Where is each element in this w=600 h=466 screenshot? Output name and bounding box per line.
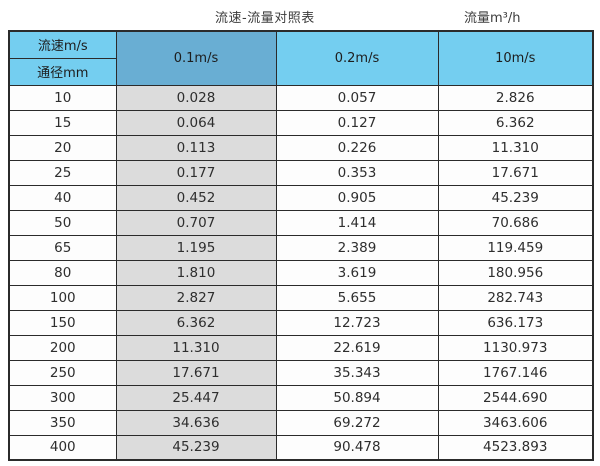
flow-0_2ms-cell: 0.057 — [275, 84, 439, 111]
table-row: 40 0.452 0.905 45.239 — [8, 184, 594, 211]
diameter-cell: 250 — [8, 359, 117, 386]
flow-0_2ms-cell: 22.619 — [275, 334, 439, 361]
flow-10ms-cell: 17.671 — [437, 159, 594, 186]
column-header-0_1ms: 0.1m/s — [115, 30, 277, 86]
diameter-cell: 200 — [8, 334, 117, 361]
diameter-cell: 350 — [8, 409, 117, 436]
header-row-top: 流速m/s 0.1m/s 0.2m/s 10m/s — [8, 30, 594, 86]
flow-10ms-cell: 11.310 — [437, 134, 594, 161]
table-row: 80 1.810 3.619 180.956 — [8, 259, 594, 286]
flow-0_1ms-cell: 0.707 — [115, 209, 277, 236]
flow-10ms-cell: 3463.606 — [437, 409, 594, 436]
flow-0_1ms-cell: 1.195 — [115, 234, 277, 261]
flow-0_2ms-cell: 69.272 — [275, 409, 439, 436]
flow-0_2ms-cell: 0.127 — [275, 109, 439, 136]
diameter-cell: 100 — [8, 284, 117, 311]
page-title: 流速-流量对照表 — [215, 11, 315, 26]
flow-0_2ms-cell: 0.226 — [275, 134, 439, 161]
column-header-0_2ms: 0.2m/s — [275, 30, 439, 86]
flow-0_1ms-cell: 17.671 — [115, 359, 277, 386]
flow-0_1ms-cell: 0.113 — [115, 134, 277, 161]
flow-0_2ms-cell: 3.619 — [275, 259, 439, 286]
table-row: 300 25.447 50.894 2544.690 — [8, 384, 594, 411]
flow-0_1ms-cell: 0.452 — [115, 184, 277, 211]
flow-0_2ms-cell: 12.723 — [275, 309, 439, 336]
flow-0_1ms-cell: 34.636 — [115, 409, 277, 436]
flow-10ms-cell: 1767.146 — [437, 359, 594, 386]
flow-0_1ms-cell: 25.447 — [115, 384, 277, 411]
flow-10ms-cell: 119.459 — [437, 234, 594, 261]
flow-10ms-cell: 282.743 — [437, 284, 594, 311]
table-row: 10 0.028 0.057 2.826 — [8, 84, 594, 111]
table-row: 100 2.827 5.655 282.743 — [8, 284, 594, 311]
flow-0_1ms-cell: 2.827 — [115, 284, 277, 311]
table-row: 150 6.362 12.723 636.173 — [8, 309, 594, 336]
flow-10ms-cell: 2544.690 — [437, 384, 594, 411]
diameter-cell: 80 — [8, 259, 117, 286]
flow-10ms-cell: 2.826 — [437, 84, 594, 111]
flow-0_1ms-cell: 0.028 — [115, 84, 277, 111]
diameter-cell: 65 — [8, 234, 117, 261]
flow-0_2ms-cell: 5.655 — [275, 284, 439, 311]
corner-diameter-label: 通径mm — [8, 57, 117, 86]
flow-0_1ms-cell: 45.239 — [115, 434, 277, 461]
table-row: 15 0.064 0.127 6.362 — [8, 109, 594, 136]
column-header-10ms: 10m/s — [437, 30, 594, 86]
table-row: 400 45.239 90.478 4523.893 — [8, 434, 594, 461]
table-row: 25 0.177 0.353 17.671 — [8, 159, 594, 186]
flow-0_2ms-cell: 0.905 — [275, 184, 439, 211]
diameter-cell: 300 — [8, 384, 117, 411]
flow-10ms-cell: 6.362 — [437, 109, 594, 136]
diameter-cell: 400 — [8, 434, 117, 461]
diameter-cell: 10 — [8, 84, 117, 111]
table-row: 250 17.671 35.343 1767.146 — [8, 359, 594, 386]
flow-0_1ms-cell: 6.362 — [115, 309, 277, 336]
flow-0_2ms-cell: 2.389 — [275, 234, 439, 261]
flow-0_2ms-cell: 0.353 — [275, 159, 439, 186]
diameter-cell: 40 — [8, 184, 117, 211]
header-row-bottom: 通径mm — [8, 57, 593, 86]
unit-label: 流量m³/h — [464, 11, 521, 26]
diameter-cell: 15 — [8, 109, 117, 136]
flow-10ms-cell: 4523.893 — [437, 434, 594, 461]
flow-10ms-cell: 70.686 — [437, 209, 594, 236]
flow-0_2ms-cell: 35.343 — [275, 359, 439, 386]
flow-0_2ms-cell: 1.414 — [275, 209, 439, 236]
flow-0_1ms-cell: 1.810 — [115, 259, 277, 286]
table-row: 350 34.636 69.272 3463.606 — [8, 409, 594, 436]
flow-0_2ms-cell: 50.894 — [275, 384, 439, 411]
table-body: 10 0.028 0.057 2.826 15 0.064 0.127 6.362 20 0.11… — [8, 84, 594, 461]
diameter-cell: 150 — [8, 309, 117, 336]
diameter-cell: 25 — [8, 159, 117, 186]
flow-0_1ms-cell: 0.064 — [115, 109, 277, 136]
table-row: 20 0.113 0.226 11.310 — [8, 134, 594, 161]
flow-10ms-cell: 1130.973 — [437, 334, 594, 361]
diameter-cell: 50 — [8, 209, 117, 236]
table-row: 200 11.310 22.619 1130.973 — [8, 334, 594, 361]
flow-10ms-cell: 45.239 — [437, 184, 594, 211]
diameter-cell: 20 — [8, 134, 117, 161]
table-row: 65 1.195 2.389 119.459 — [8, 234, 594, 261]
flow-0_2ms-cell: 90.478 — [275, 434, 439, 461]
flow-10ms-cell: 180.956 — [437, 259, 594, 286]
flow-10ms-cell: 636.173 — [437, 309, 594, 336]
flow-0_1ms-cell: 11.310 — [115, 334, 277, 361]
corner-velocity-label: 流速m/s — [8, 30, 117, 59]
flow-rate-table: 流速m/s 0.1m/s 0.2m/s 10m/s 通径mm 10 0.028 0.… — [8, 30, 594, 461]
table-row: 50 0.707 1.414 70.686 — [8, 209, 594, 236]
flow-0_1ms-cell: 0.177 — [115, 159, 277, 186]
title-bar: 流速-流量对照表 流量m³/h — [0, 0, 600, 29]
